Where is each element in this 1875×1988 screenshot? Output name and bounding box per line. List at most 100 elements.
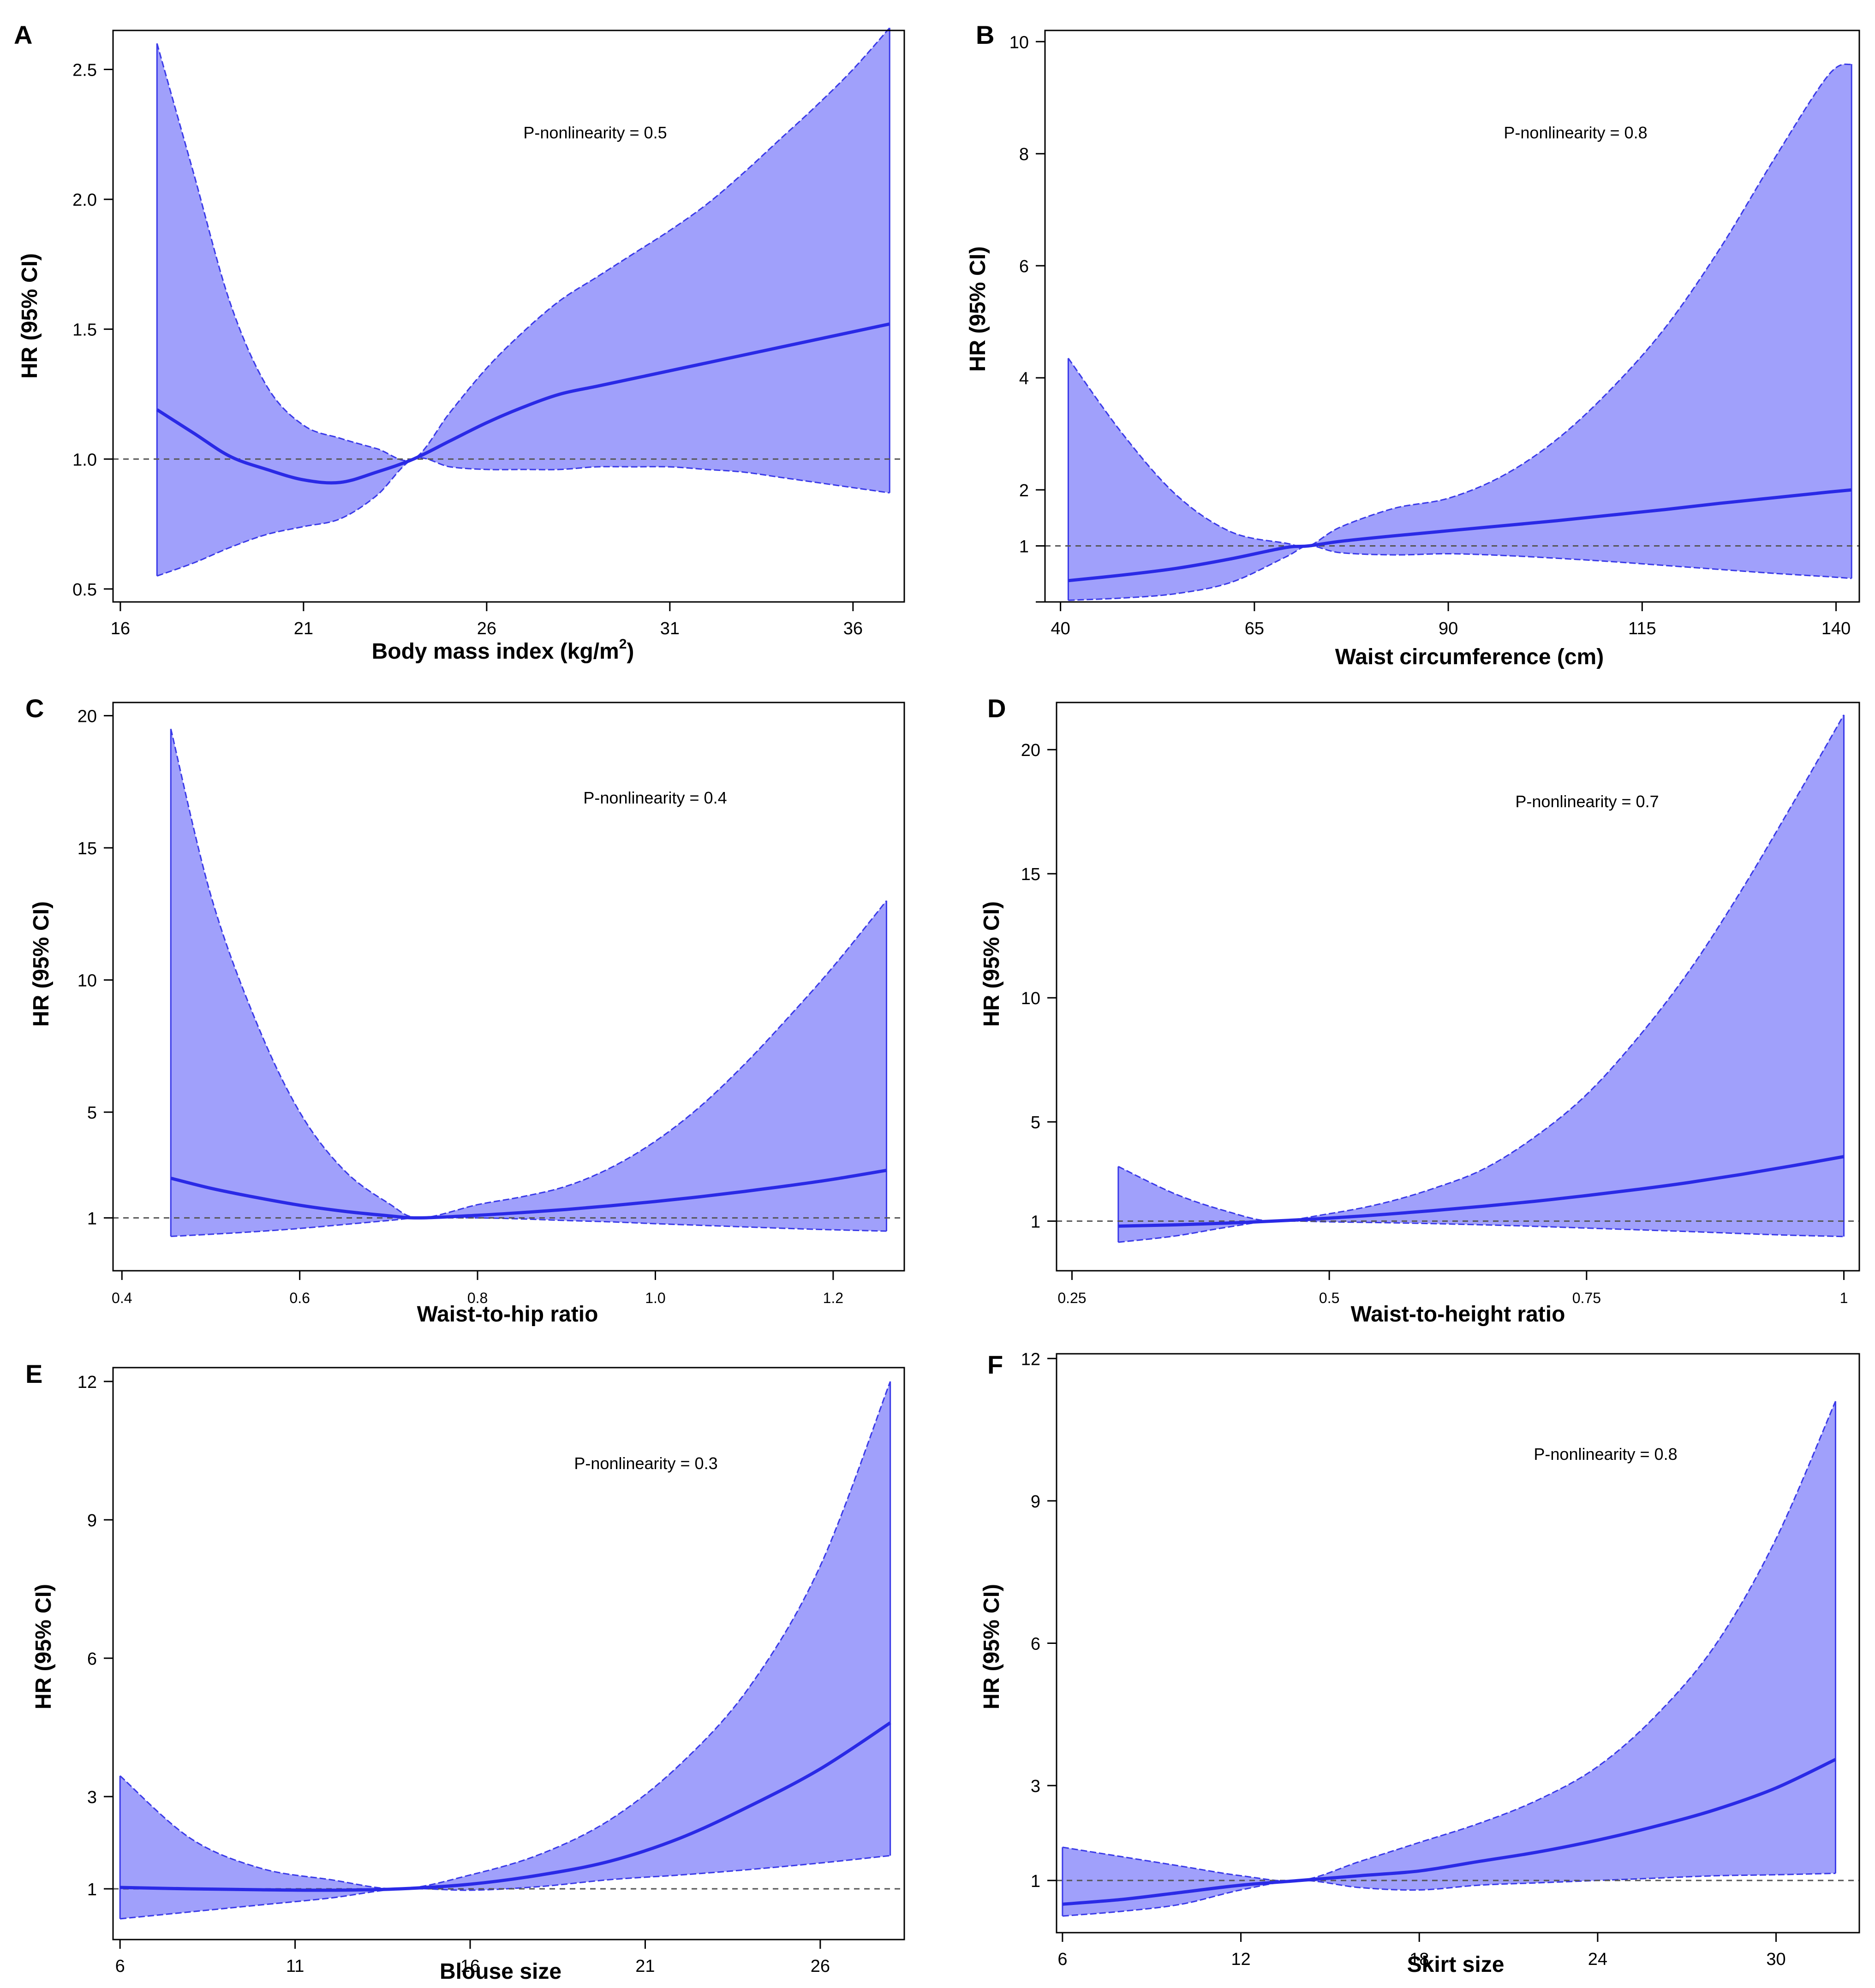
ci-band [1062,1401,1836,1916]
ci-lower-line [1062,1872,1836,1917]
y-tick-label: 20 [1021,741,1040,760]
y-tick-label: 15 [1021,865,1040,884]
x-tick-label: 24 [1588,1950,1607,1969]
x-tick-label: 90 [1439,619,1458,638]
plot-area: 6 11 16 21 26 1 3 6 9 12 [78,1367,905,1976]
y-axis-title: HR (95% CI) [31,1584,56,1709]
hr-curve [1062,1758,1836,1906]
hr-curve [1068,488,1852,583]
x-tick-label: 21 [635,1957,655,1976]
y-axis-title: HR (95% CI) [966,246,990,372]
x-axis-title: Waist-to-height ratio [1351,1302,1565,1327]
panel-letter: F [987,1350,1003,1379]
y-tick-label: 2 [1019,481,1029,500]
x-tick-label: 40 [1051,619,1070,638]
y-tick-label: 1 [1019,537,1029,557]
y-tick-label: 1 [87,1209,97,1228]
x-tick-label: 18 [1409,1950,1429,1969]
y-axis-title: HR (95% CI) [29,901,54,1027]
y-tick-label: 10 [78,971,97,991]
x-tick-label: 0.75 [1572,1290,1601,1306]
ci-upper-line [156,27,890,462]
ci-lower-line [120,1855,890,1920]
ci-lower-line [1118,1220,1844,1243]
hr-curve [170,1168,887,1220]
panel-letter: D [987,694,1006,723]
panel-letter: A [14,20,32,49]
panel-f: F 6 12 18 24 30 1 3 6 9 12 P-nonlinearity = 0.8 S… [979,1350,1860,1977]
y-tick-label: 2.0 [72,190,97,210]
ci-upper-line [119,1381,891,1890]
y-tick-label: 1 [1031,1212,1040,1232]
x-tick-label: 16 [111,619,130,638]
x-tick-label: 11 [286,1957,304,1976]
panel-letter: E [25,1359,42,1388]
hr-curve [1118,1155,1845,1228]
annotation: P-nonlinearity = 0.5 [523,123,667,142]
x-tick-label: 31 [660,619,680,638]
plot-area: 40 65 90 115 140 1 2 4 6 8 10 [1009,30,1860,638]
plot-frame [112,1367,905,1940]
y-tick-label: 3 [1031,1777,1040,1796]
y-tick-label: 8 [1019,145,1029,164]
y-tick-label: 0.5 [72,580,97,600]
y-tick-label: 1.5 [72,321,97,340]
annotation: P-nonlinearity = 0.4 [583,788,727,807]
x-axis-title: Skirt size [1407,1952,1505,1977]
panel-b: B 40 65 90 115 140 1 2 4 6 8 10 P-nonlinearity = 0… [966,20,1860,669]
y-tick-label: 20 [78,707,97,726]
x-tick-label: 65 [1245,619,1264,638]
x-tick-label: 26 [477,619,496,638]
y-tick-label: 9 [1031,1492,1040,1512]
x-tick-label: 0.4 [112,1290,132,1306]
ci-lower-line [171,1217,887,1237]
annotation: P-nonlinearity = 0.3 [574,1454,717,1473]
x-axis-title: Body mass index (kg/m2) [372,637,634,664]
plot-frame [112,702,905,1272]
hr-curve [156,322,890,485]
x-tick-label: 21 [294,619,313,638]
x-tick-label: 36 [843,619,863,638]
panel-e: E 6 11 16 21 26 1 3 6 9 12 P-nonlinearity = 0.3 B… [25,1359,905,1984]
x-tick-label: 1.0 [645,1290,665,1306]
x-tick-label: 140 [1821,619,1851,638]
x-tick-label: 12 [1231,1950,1250,1969]
annotation: P-nonlinearity = 0.8 [1504,123,1647,142]
ci-upper-line [1118,714,1845,1222]
y-tick-label: 1 [1031,1872,1040,1891]
x-tick-label: 6 [115,1957,125,1976]
plot-area: 16 21 26 31 36 0.5 1.0 1.5 2.0 2.5 [72,27,905,638]
plot-area: 6 12 18 24 30 1 3 6 9 12 [1021,1350,1860,1969]
x-axis-title: Waist circumference (cm) [1335,645,1604,669]
x-tick-label: 0.6 [289,1290,310,1306]
plot-frame [1044,30,1860,603]
y-tick-label: 9 [87,1511,97,1530]
y-tick-label: 3 [87,1788,97,1807]
ci-lower-line [1068,545,1852,601]
ci-band [171,729,887,1237]
ci-lower-line [156,457,890,577]
x-axis-title: Blouse size [440,1959,561,1984]
x-tick-label: 30 [1766,1950,1785,1969]
ci-upper-line [1062,1401,1836,1882]
x-tick-label: 1.2 [823,1290,843,1306]
x-tick-label: 1 [1840,1290,1848,1306]
y-tick-label: 15 [78,839,97,858]
ci-band [1118,714,1844,1243]
ci-upper-line [170,728,887,1219]
y-tick-label: 5 [1031,1113,1040,1132]
x-tick-label: 0.8 [467,1290,488,1306]
x-tick-label: 6 [1057,1950,1067,1969]
y-tick-label: 2.5 [72,60,97,80]
y-tick-label: 12 [1021,1350,1040,1369]
y-tick-label: 12 [78,1373,97,1392]
y-axis-title: HR (95% CI) [18,253,42,379]
y-tick-label: 6 [87,1649,97,1669]
y-axis-title: HR (95% CI) [979,1584,1004,1709]
y-tick-label: 1 [87,1880,97,1899]
y-tick-label: 1.0 [72,450,97,470]
ci-band [157,28,890,576]
